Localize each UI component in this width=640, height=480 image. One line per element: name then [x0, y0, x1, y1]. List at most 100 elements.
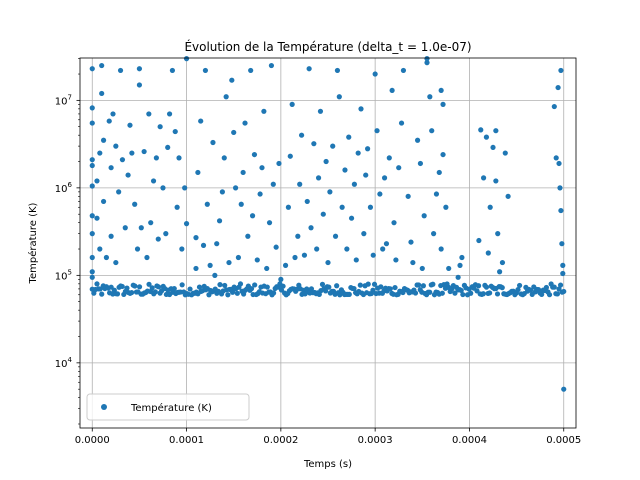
data-point — [459, 254, 465, 261]
data-point — [117, 67, 124, 74]
data-point — [317, 108, 324, 114]
data-point — [371, 281, 378, 287]
data-point — [372, 71, 378, 77]
data-point — [556, 286, 562, 292]
data-point — [129, 289, 135, 296]
data-point — [419, 265, 425, 272]
data-point — [387, 286, 393, 292]
data-point — [374, 128, 380, 134]
data-point — [94, 178, 100, 184]
data-point — [153, 155, 159, 161]
data-point — [561, 386, 567, 392]
data-point — [179, 282, 185, 288]
y-tick-label: 107 — [55, 93, 72, 107]
data-point — [344, 246, 350, 252]
plot-area — [80, 58, 576, 428]
data-point — [248, 286, 255, 292]
data-point — [108, 165, 114, 171]
data-point — [235, 254, 242, 261]
data-point — [420, 283, 427, 289]
data-point — [124, 285, 130, 291]
data-point — [308, 225, 314, 231]
data-point — [166, 111, 173, 117]
data-point — [495, 231, 501, 237]
data-point — [198, 118, 204, 124]
data-point — [251, 151, 258, 158]
data-point — [427, 94, 433, 100]
data-point — [136, 66, 143, 72]
data-point — [89, 120, 95, 126]
data-point — [94, 281, 100, 287]
data-point — [468, 290, 474, 296]
data-point — [458, 287, 464, 294]
data-point — [380, 246, 386, 252]
data-point — [268, 62, 275, 69]
data-point — [292, 254, 298, 261]
data-point — [148, 220, 154, 226]
data-point — [89, 213, 95, 219]
data-point — [480, 175, 487, 181]
data-point — [378, 284, 384, 290]
data-point — [478, 127, 484, 133]
data-point — [353, 257, 359, 263]
data-point — [97, 150, 103, 156]
data-point — [301, 252, 308, 258]
data-point — [150, 178, 157, 184]
data-point — [146, 281, 152, 287]
data-point — [416, 282, 422, 288]
data-point — [99, 62, 105, 69]
data-point — [438, 246, 444, 252]
data-point — [222, 282, 228, 289]
data-point — [320, 211, 326, 217]
data-point — [106, 118, 112, 124]
data-point — [361, 231, 367, 237]
data-point — [346, 291, 352, 297]
data-point — [108, 233, 114, 239]
data-point — [285, 204, 291, 210]
data-point — [421, 213, 427, 219]
data-point — [264, 284, 270, 290]
data-point — [119, 157, 126, 163]
data-point — [485, 250, 491, 256]
data-point — [551, 284, 557, 290]
data-point — [200, 242, 207, 248]
data-point — [342, 167, 348, 173]
x-tick-label: 0.0005 — [546, 435, 581, 446]
data-point — [257, 191, 263, 197]
data-point — [89, 254, 95, 261]
data-point — [289, 101, 295, 107]
data-point — [183, 221, 190, 227]
data-point — [351, 285, 357, 292]
data-point — [149, 285, 155, 291]
points-layer — [89, 56, 567, 392]
data-point — [195, 169, 201, 176]
data-point — [138, 225, 144, 231]
data-point — [89, 274, 95, 280]
data-point — [365, 281, 371, 287]
data-point — [311, 141, 317, 147]
data-point — [559, 241, 565, 247]
data-point — [355, 150, 361, 156]
data-point — [136, 284, 143, 290]
data-point — [499, 285, 505, 291]
data-point — [113, 143, 119, 149]
data-point — [163, 231, 169, 237]
data-point — [515, 287, 521, 293]
data-point — [89, 269, 95, 275]
data-point — [334, 67, 341, 74]
data-point — [157, 124, 163, 130]
data-point — [483, 284, 490, 290]
data-point — [424, 56, 430, 62]
data-point — [97, 246, 103, 252]
data-point — [155, 236, 161, 242]
legend-frame — [86, 393, 250, 421]
data-point — [210, 139, 216, 146]
data-point — [144, 254, 150, 261]
data-point — [202, 67, 209, 74]
data-point — [487, 290, 493, 296]
data-point — [427, 289, 433, 295]
data-point — [216, 218, 223, 224]
data-point — [229, 289, 236, 295]
data-point — [367, 204, 374, 210]
